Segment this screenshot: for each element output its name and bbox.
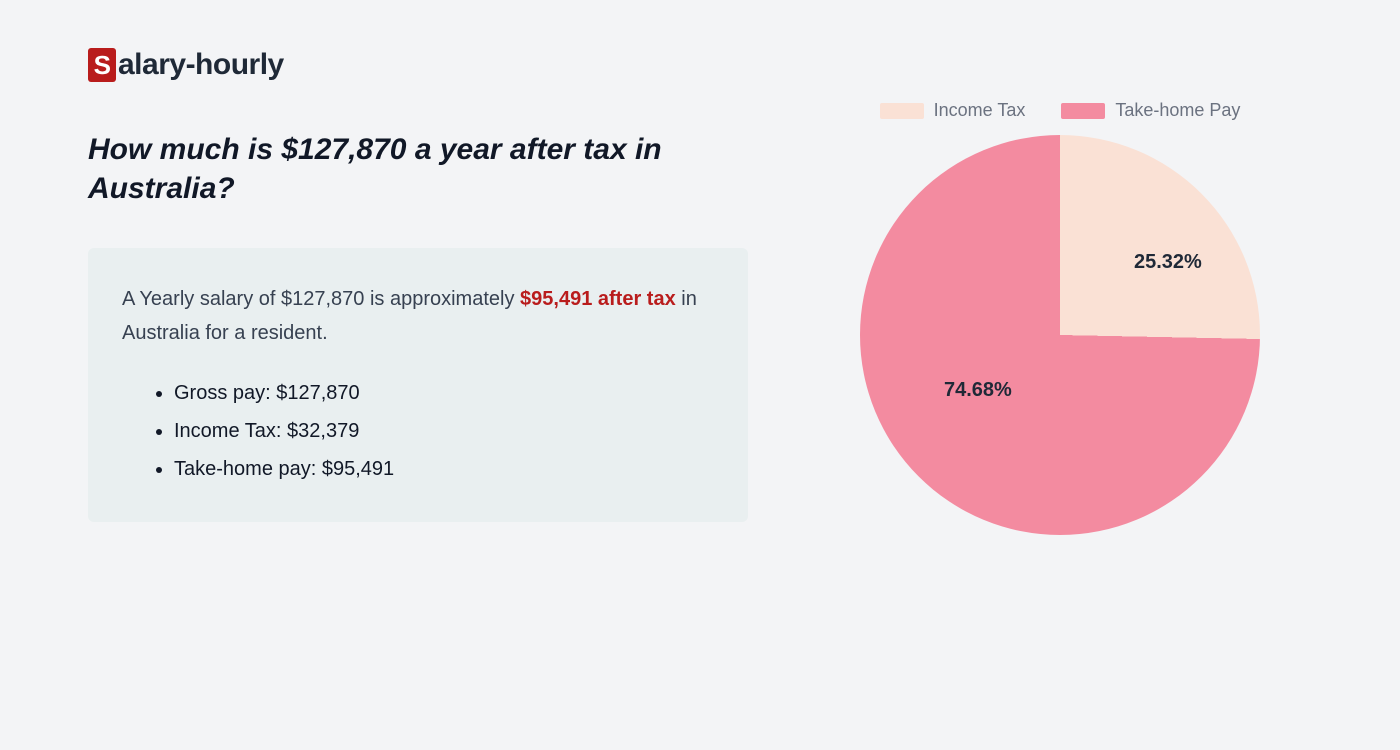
summary-bullets: Gross pay: $127,870 Income Tax: $32,379 … [122,374,714,488]
legend-label-takehome: Take-home Pay [1115,100,1240,121]
summary-card: A Yearly salary of $127,870 is approxima… [88,248,748,522]
pie-label-takehome: 74.68% [944,379,1012,402]
legend-item-income-tax: Income Tax [880,100,1026,121]
logo-badge: S [88,48,116,82]
bullet-tax: Income Tax: $32,379 [174,412,714,450]
chart-legend: Income Tax Take-home Pay [800,100,1320,121]
bullet-takehome: Take-home pay: $95,491 [174,450,714,488]
pie-box: 25.32% 74.68% [860,135,1260,535]
legend-label-income-tax: Income Tax [934,100,1026,121]
pie-chart [860,135,1260,535]
content-left: How much is $127,870 a year after tax in… [88,130,748,522]
logo-text: alary-hourly [118,48,284,82]
page-title: How much is $127,870 a year after tax in… [88,130,748,208]
pie-chart-region: Income Tax Take-home Pay 25.32% 74.68% [800,100,1320,535]
site-logo: Salary-hourly [88,48,284,82]
summary-text: A Yearly salary of $127,870 is approxima… [122,282,714,350]
summary-highlight: $95,491 after tax [520,288,676,310]
legend-swatch-takehome [1061,103,1105,119]
bullet-gross: Gross pay: $127,870 [174,374,714,412]
legend-swatch-income-tax [880,103,924,119]
summary-pre: A Yearly salary of $127,870 is approxima… [122,288,520,310]
legend-item-takehome: Take-home Pay [1061,100,1240,121]
pie-label-income-tax: 25.32% [1134,251,1202,274]
